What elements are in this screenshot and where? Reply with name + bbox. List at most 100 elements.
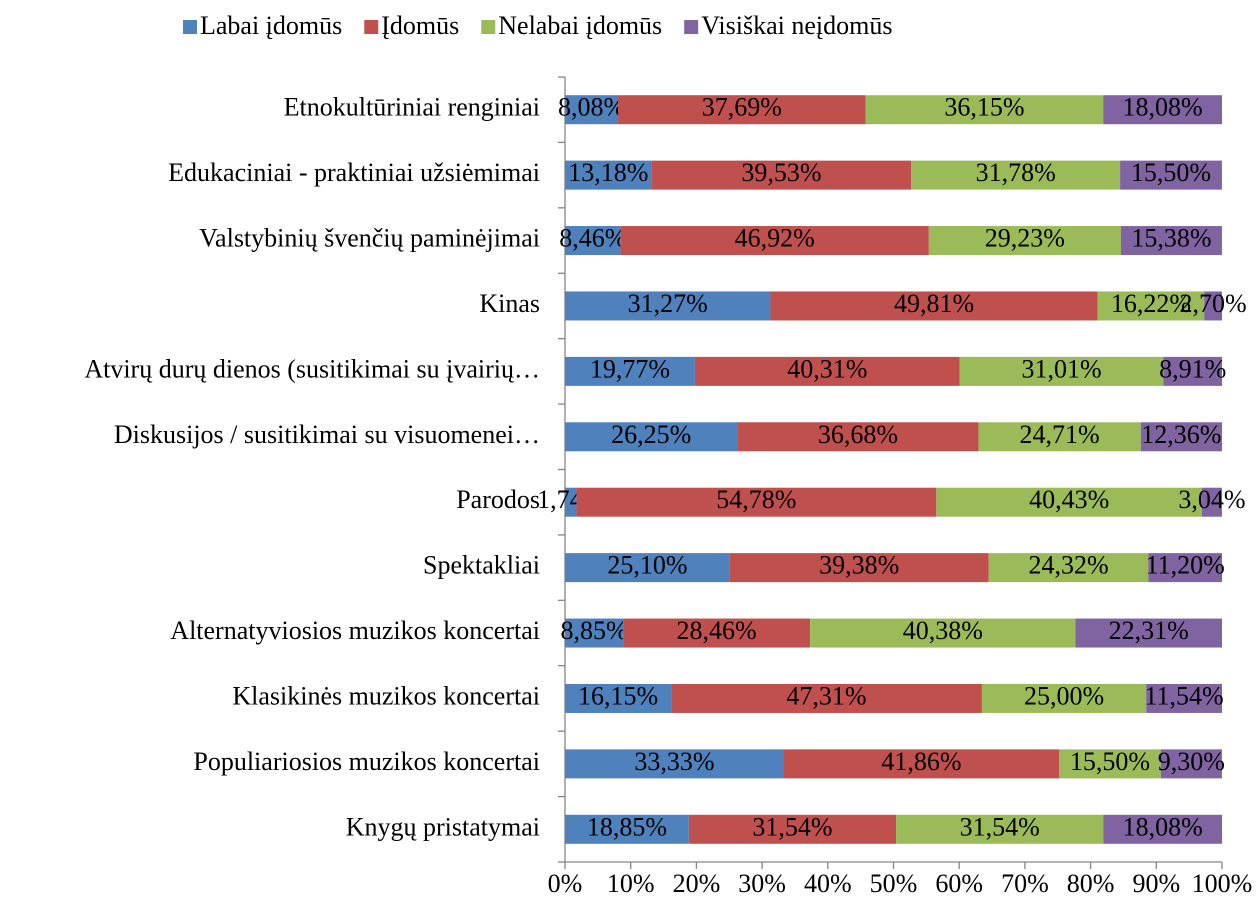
x-tick-label: 0%	[548, 869, 583, 898]
bar-segment	[694, 356, 960, 386]
value-label: 25,10%	[607, 551, 687, 580]
value-label: 39,53%	[741, 158, 821, 187]
legend-swatch	[684, 20, 699, 34]
category-label: Etnokultūriniai renginiai	[284, 93, 540, 122]
value-label: 8,46%	[559, 224, 626, 253]
legend-label: Labai įdomūs	[200, 11, 342, 40]
bar-segment	[565, 683, 672, 713]
value-label: 28,46%	[677, 616, 757, 645]
legend-label: Nelabai įdomūs	[498, 11, 662, 40]
category-label: Parodos	[456, 485, 540, 514]
value-label: 11,54%	[1144, 681, 1223, 710]
value-label: 46,92%	[735, 224, 815, 253]
value-label: 33,33%	[634, 747, 714, 776]
bar-segment	[865, 95, 1104, 125]
x-tick-label: 40%	[804, 869, 852, 898]
bar-segment	[1103, 814, 1223, 844]
value-label: 12,36%	[1141, 420, 1221, 449]
value-label: 25,00%	[1024, 681, 1104, 710]
value-label: 16,22%	[1111, 289, 1191, 318]
value-label: 8,08%	[558, 93, 625, 122]
value-label: 9,30%	[1158, 747, 1225, 776]
bar-segment	[618, 95, 866, 125]
value-label: 24,71%	[1020, 420, 1100, 449]
value-label: 18,85%	[587, 812, 667, 841]
category-label: Atvirų durų dienos (susitikimai su įvair…	[84, 354, 540, 383]
bar-segment	[1120, 226, 1222, 256]
bar-segment	[1204, 291, 1222, 321]
bar-segment	[565, 160, 652, 190]
legend-swatch	[183, 20, 197, 34]
bar-segment	[1058, 749, 1161, 779]
bar-segment	[623, 618, 811, 648]
bar-segment	[671, 683, 982, 713]
bar-segment	[565, 487, 577, 517]
bar-segment	[565, 749, 784, 779]
value-label: 11,20%	[1146, 551, 1225, 580]
bar-segment	[1075, 618, 1222, 648]
bar-segment	[565, 422, 738, 452]
bar-segment	[565, 618, 624, 648]
bar-segment	[1160, 749, 1222, 779]
bar-segment	[810, 618, 1076, 648]
value-label: 31,54%	[960, 812, 1040, 841]
value-label: 36,68%	[818, 420, 898, 449]
value-label: 18,08%	[1123, 812, 1203, 841]
bar-segment	[1103, 95, 1222, 125]
value-label: 13,18%	[568, 158, 648, 187]
value-label: 31,01%	[1022, 354, 1102, 383]
bar-segment	[565, 356, 695, 386]
value-label: 26,25%	[611, 420, 691, 449]
category-label: Klasikinės muzikos koncertai	[232, 681, 540, 710]
bar-segment	[783, 749, 1059, 779]
x-tick-label: 10%	[607, 869, 655, 898]
category-label: Knygų pristatymai	[346, 812, 540, 841]
bar-segment	[1120, 160, 1222, 190]
bar-segment	[1146, 683, 1222, 713]
value-label: 41,86%	[881, 747, 961, 776]
bar-segment	[1201, 487, 1222, 517]
bar-segment	[1140, 422, 1222, 452]
value-label: 15,50%	[1070, 747, 1150, 776]
category-label: Kinas	[479, 289, 540, 318]
value-label: 37,69%	[702, 93, 782, 122]
bar-segment	[911, 160, 1121, 190]
x-tick-label: 30%	[738, 869, 786, 898]
value-label: 36,15%	[944, 93, 1024, 122]
x-tick-label: 70%	[1001, 869, 1049, 898]
x-tick-label: 90%	[1132, 869, 1180, 898]
bar-segment	[565, 95, 619, 125]
value-label: 49,81%	[894, 289, 974, 318]
value-label: 31,54%	[752, 812, 832, 841]
bar-segment	[565, 553, 730, 583]
value-label: 54,78%	[716, 485, 796, 514]
value-label: 40,43%	[1029, 485, 1109, 514]
bar-segment	[928, 226, 1121, 256]
bar-segment	[1097, 291, 1205, 321]
bar-segment	[576, 487, 937, 517]
value-label: 15,50%	[1131, 158, 1211, 187]
value-label: 24,32%	[1028, 551, 1108, 580]
category-label: Alternatyviosios muzikos koncertai	[170, 616, 540, 645]
value-label: 22,31%	[1109, 616, 1189, 645]
value-label: 40,38%	[903, 616, 983, 645]
bar-segment	[565, 226, 621, 256]
bar-segment	[565, 291, 771, 321]
category-label: Spektakliai	[423, 551, 540, 580]
bar-segment	[1148, 553, 1222, 583]
x-tick-label: 80%	[1067, 869, 1115, 898]
x-tick-label: 100%	[1192, 869, 1253, 898]
legend-swatch	[364, 20, 379, 34]
category-label: Populiariosios muzikos koncertai	[193, 747, 540, 776]
bar-segment	[770, 291, 1098, 321]
legend-label: Įdomūs	[381, 11, 459, 40]
value-label: 31,27%	[628, 289, 708, 318]
value-label: 16,15%	[578, 681, 658, 710]
value-label: 8,85%	[560, 616, 627, 645]
value-label: 19,77%	[590, 354, 670, 383]
bar-segment	[981, 683, 1147, 713]
bar-segment	[896, 814, 1104, 844]
bar-segment	[651, 160, 912, 190]
value-label: 31,78%	[976, 158, 1056, 187]
